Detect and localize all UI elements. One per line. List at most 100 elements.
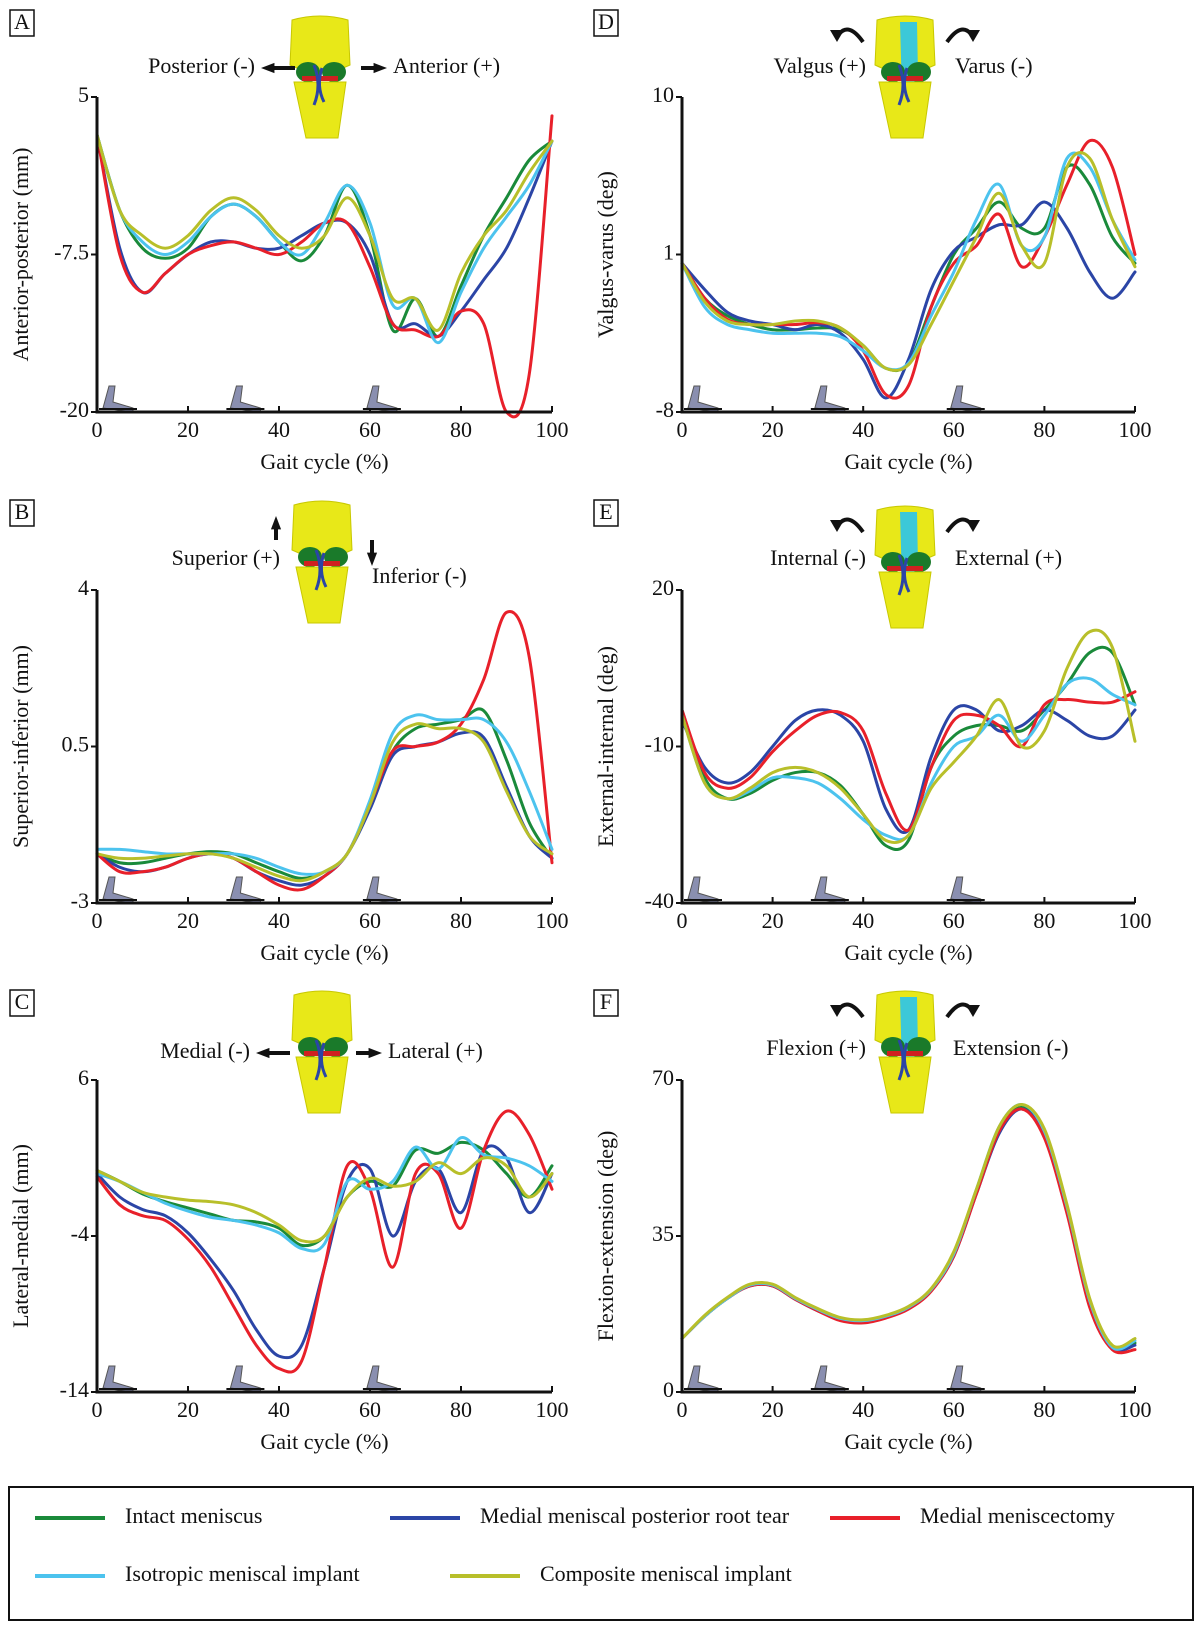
knee-root-tear	[312, 64, 326, 106]
panel: B Superior (+) Inferior (-) 4 0.5 -30 20 40 60 80…	[8, 499, 568, 965]
x-tick-label: 0	[92, 1397, 103, 1422]
panel-label-box	[9, 989, 35, 1017]
direction-label: Varus (-)	[955, 53, 1033, 78]
panel-label: B	[15, 499, 30, 524]
y-tick-label: -10	[645, 732, 674, 757]
direction-label: Inferior (-)	[372, 563, 467, 588]
series-line	[95, 133, 554, 345]
legend-label: Intact meniscus	[125, 1503, 262, 1528]
legend-label: Medial meniscectomy	[920, 1503, 1115, 1528]
arrow-head	[256, 1047, 270, 1059]
y-tick-label: 0	[663, 1377, 674, 1402]
panel-label: C	[15, 989, 30, 1014]
panel-label: A	[14, 9, 30, 34]
series-line	[95, 1136, 554, 1253]
x-axis-title: Gait cycle (%)	[844, 449, 972, 474]
y-tick-label: 70	[652, 1065, 674, 1090]
panel: F Flexion (+) Extension (-) 70 35 00 20 40 60 80 1…	[593, 989, 1151, 1454]
x-tick-label: 80	[450, 908, 472, 933]
y-tick-label: 5	[78, 82, 89, 107]
arrow-head	[373, 62, 387, 74]
x-tick-label: 80	[1033, 1397, 1055, 1422]
y-axis-title: Valgus-varus (deg)	[593, 171, 618, 338]
arrow-head	[368, 1047, 382, 1059]
x-tick-label: 60	[943, 908, 965, 933]
x-tick-label: 0	[677, 417, 688, 442]
knee-tibia	[295, 566, 349, 624]
x-tick-label: 60	[943, 1397, 965, 1422]
series-line	[680, 1103, 1137, 1349]
legend-label: Medial meniscal posterior root tear	[480, 1503, 790, 1528]
y-tick-label: 35	[652, 1221, 674, 1246]
knee-tibia	[878, 571, 932, 629]
x-tick-label: 100	[536, 417, 569, 442]
x-tick-label: 100	[1119, 1397, 1152, 1422]
series-line	[680, 163, 1137, 373]
x-tick-label: 20	[177, 1397, 199, 1422]
y-tick-label: 0.5	[62, 732, 90, 757]
x-axis-title: Gait cycle (%)	[844, 940, 972, 965]
y-tick-label: -4	[71, 1221, 89, 1246]
panel: E Internal (-) External (+) 20 -10 -400 20 40 60…	[593, 499, 1151, 965]
series-line	[680, 1103, 1137, 1351]
x-tick-label: 0	[677, 1397, 688, 1422]
direction-label: External (+)	[955, 545, 1062, 570]
knee-root-tear	[897, 1039, 911, 1081]
x-tick-label: 100	[536, 1397, 569, 1422]
legend-label: Isotropic meniscal implant	[125, 1561, 360, 1586]
x-tick-label: 0	[92, 417, 103, 442]
panel-label-box	[9, 499, 35, 527]
series-line	[95, 1109, 554, 1374]
x-tick-label: 20	[762, 1397, 784, 1422]
knee-root-tear	[897, 554, 911, 596]
y-tick-label: 1	[663, 240, 674, 265]
arrow-head	[830, 1005, 844, 1017]
knee-root-tear	[897, 64, 911, 106]
arrow-head	[270, 516, 282, 530]
y-axis-title: Flexion-extension (deg)	[593, 1131, 618, 1342]
x-tick-label: 40	[268, 417, 290, 442]
direction-label: Flexion (+)	[766, 1035, 866, 1060]
direction-label: Extension (-)	[953, 1035, 1068, 1060]
y-tick-label: -40	[645, 888, 674, 913]
arrow-head	[966, 520, 980, 532]
series-line	[95, 1156, 554, 1244]
x-tick-label: 60	[359, 1397, 381, 1422]
panel-label: D	[598, 9, 614, 34]
series-line	[95, 730, 554, 887]
knee-tibia	[293, 81, 347, 139]
series-line	[95, 114, 554, 419]
x-tick-label: 60	[359, 908, 381, 933]
x-tick-label: 20	[762, 908, 784, 933]
x-axis-title: Gait cycle (%)	[260, 1429, 388, 1454]
y-axis-title: Anterior-posterior (mm)	[8, 148, 33, 362]
direction-label: Anterior (+)	[393, 53, 500, 78]
direction-label: Internal (-)	[770, 545, 866, 570]
x-tick-label: 80	[1033, 417, 1055, 442]
direction-label: Lateral (+)	[388, 1038, 483, 1063]
series-line	[680, 1105, 1137, 1352]
y-tick-label: -8	[656, 397, 674, 422]
arrow-head	[966, 1005, 980, 1017]
panel: C Medial (-) Lateral (+) 6 -4 -140 20 40 60 80 100…	[8, 989, 568, 1454]
x-tick-label: 100	[1119, 417, 1152, 442]
y-tick-label: -7.5	[54, 240, 89, 265]
y-tick-label: 6	[78, 1065, 89, 1090]
y-tick-label: 20	[652, 575, 674, 600]
series-line	[680, 151, 1137, 372]
x-tick-label: 80	[1033, 908, 1055, 933]
y-axis-title: External-internal (deg)	[593, 646, 618, 847]
series-line	[680, 645, 1137, 852]
y-axis-title: Lateral-medial (mm)	[8, 1144, 33, 1328]
x-tick-label: 40	[852, 908, 874, 933]
x-tick-label: 100	[1119, 908, 1152, 933]
arrow-head	[966, 30, 980, 42]
y-tick-label: -14	[60, 1377, 89, 1402]
x-tick-label: 0	[92, 908, 103, 933]
panel-label: E	[599, 499, 612, 524]
x-tick-label: 0	[677, 908, 688, 933]
series-line	[95, 1144, 554, 1360]
x-axis-title: Gait cycle (%)	[844, 1429, 972, 1454]
panel: D Valgus (+) Varus (-) 10 1 -80 20 40 60 80 100 Gai…	[593, 9, 1151, 474]
